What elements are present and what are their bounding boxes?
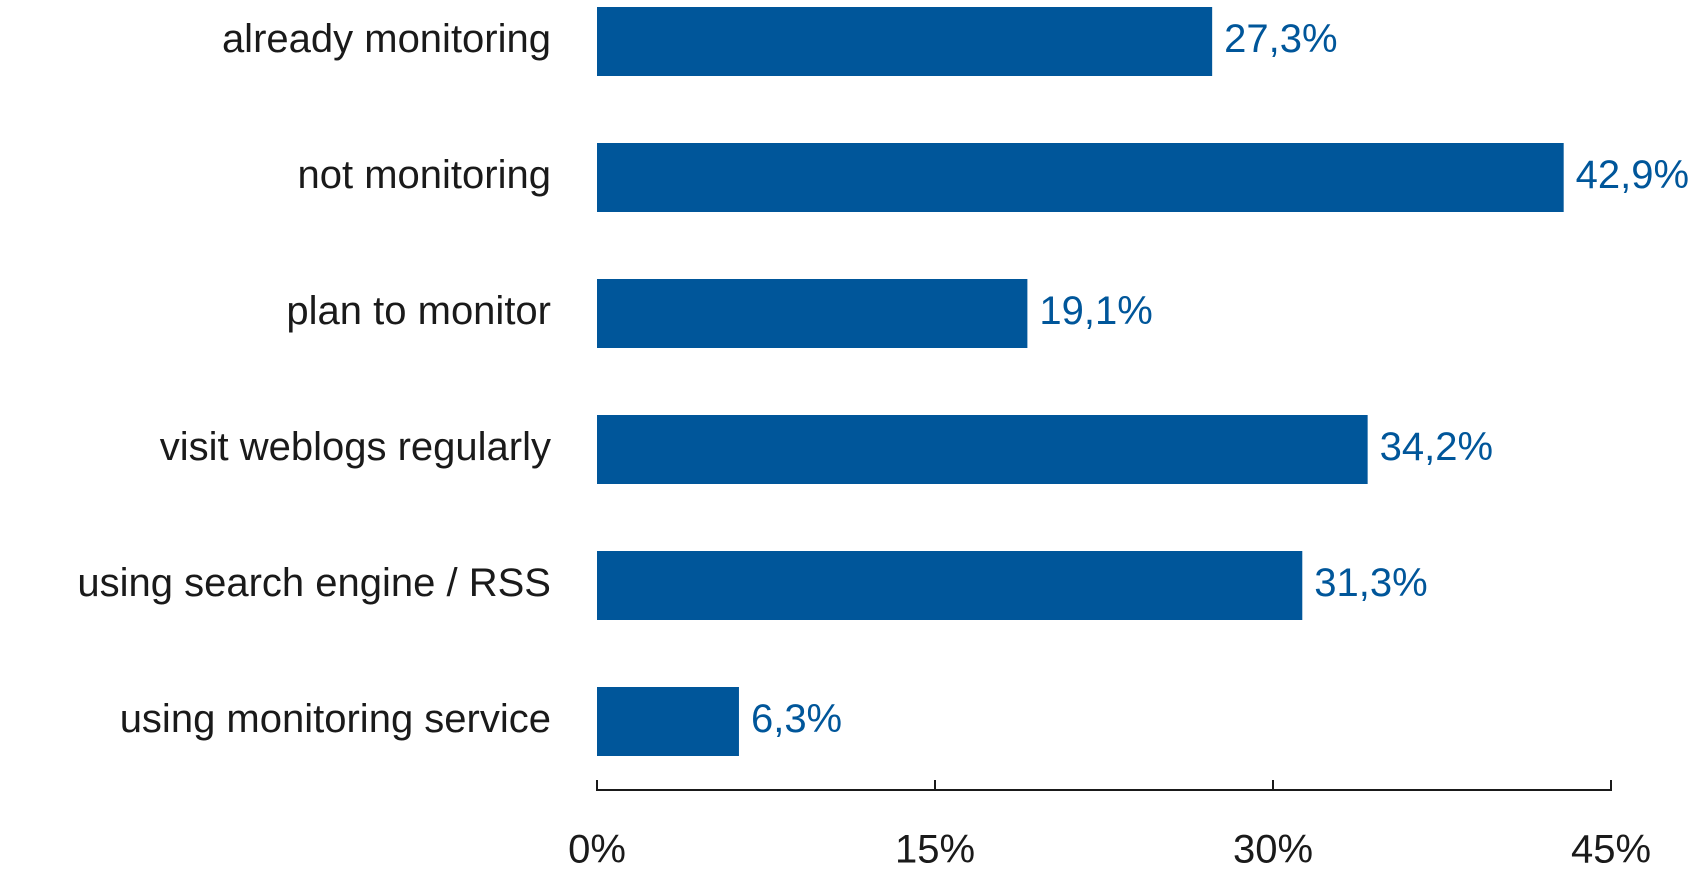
bar — [597, 7, 1213, 76]
category-label: using monitoring service — [120, 697, 551, 741]
category-label: not monitoring — [298, 153, 551, 197]
x-tick-label: 15% — [895, 828, 975, 872]
bar — [597, 415, 1368, 484]
bar — [597, 143, 1564, 212]
x-tick-label: 30% — [1233, 828, 1313, 872]
value-label: 31,3% — [1314, 561, 1427, 605]
value-label: 19,1% — [1039, 289, 1152, 333]
value-label: 6,3% — [751, 697, 842, 741]
category-label: visit weblogs regularly — [160, 425, 551, 469]
bar — [597, 551, 1303, 620]
value-label: 27,3% — [1224, 17, 1337, 61]
category-label: plan to monitor — [286, 289, 551, 333]
bar — [597, 279, 1028, 348]
value-label: 34,2% — [1380, 425, 1493, 469]
bar — [597, 687, 739, 756]
category-label: already monitoring — [222, 17, 551, 61]
x-tick-label: 0% — [568, 828, 626, 872]
x-tick-label: 45% — [1571, 828, 1651, 872]
value-label: 42,9% — [1576, 153, 1689, 197]
category-label: using search engine / RSS — [77, 561, 551, 605]
